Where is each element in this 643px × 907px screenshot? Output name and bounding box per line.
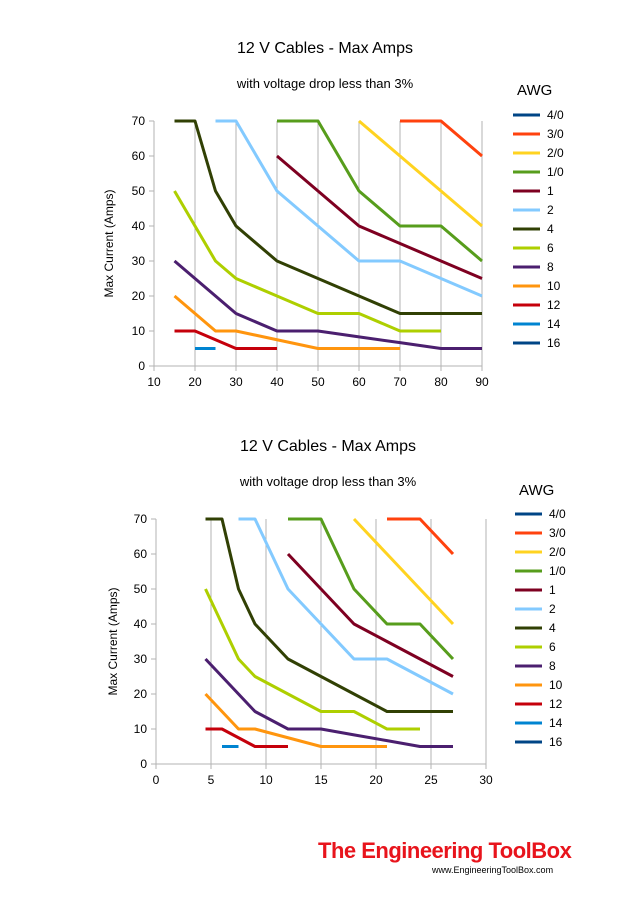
legend-label: 3/0 — [549, 526, 566, 540]
y-tick-label: 10 — [134, 722, 148, 736]
legend-label: 3/0 — [547, 127, 564, 141]
series-line-awg-2-0 — [352, 517, 455, 626]
y-tick-label: 50 — [134, 582, 148, 596]
y-tick-label: 0 — [140, 757, 147, 771]
legend-label: 2 — [549, 602, 556, 616]
y-tick-label: 70 — [132, 114, 146, 128]
x-tick-label: 10 — [147, 375, 161, 389]
x-tick-label: 50 — [311, 375, 325, 389]
chart-feet: 12 V Cables - Max Amps with voltage drop … — [0, 0, 643, 400]
x-tick-label: 30 — [229, 375, 243, 389]
y-tick-label: 0 — [138, 359, 145, 373]
series-line-awg-1 — [276, 154, 483, 280]
y-tick-label: 40 — [134, 617, 148, 631]
x-tick-label: 5 — [208, 773, 215, 787]
legend-label: 8 — [549, 659, 556, 673]
legend-label: 14 — [547, 317, 561, 331]
chart-title: 12 V Cables - Max Amps — [240, 438, 416, 455]
legend-label: 16 — [547, 336, 561, 350]
legend-label: 2/0 — [549, 545, 566, 559]
x-tick-label: 80 — [434, 375, 448, 389]
series-line-awg-1 — [286, 552, 454, 678]
series-line-awg-3-0 — [400, 119, 483, 158]
series-line-awg-10 — [173, 294, 400, 350]
series-line-awg-12 — [174, 329, 277, 350]
y-tick-label: 60 — [134, 547, 148, 561]
legend-label: 12 — [549, 697, 563, 711]
legend-label: 4/0 — [549, 507, 566, 521]
y-tick-label: 60 — [132, 149, 146, 163]
legend-label: 2 — [547, 203, 554, 217]
series-line-awg-8 — [173, 259, 482, 350]
legend-label: 10 — [549, 678, 563, 692]
y-axis-label: Max Current (Amps) — [106, 587, 120, 695]
legend-label: 2/0 — [547, 146, 564, 160]
legend-label: 16 — [549, 735, 563, 749]
x-tick-label: 60 — [352, 375, 366, 389]
brand-logo-text: The Engineering ToolBox — [318, 838, 572, 863]
series-line-awg-4 — [205, 517, 453, 713]
series-line-awg-6 — [173, 190, 441, 333]
legend-label: 4 — [549, 621, 556, 635]
series-line-awg-8 — [204, 657, 453, 748]
legend-label: 6 — [547, 241, 554, 255]
chart-subtitle: with voltage drop less than 3% — [239, 474, 417, 489]
x-tick-label: 70 — [393, 375, 407, 389]
y-tick-label: 50 — [132, 184, 146, 198]
series-line-awg-2 — [238, 517, 454, 696]
legend-label: 8 — [547, 260, 554, 274]
y-tick-label: 10 — [132, 324, 146, 338]
chart-meter: 12 V Cables - Max Amps with voltage drop … — [0, 398, 643, 798]
x-tick-label: 20 — [188, 375, 202, 389]
brand-url: www.EngineeringToolBox.com — [432, 865, 554, 875]
x-tick-label: 90 — [475, 375, 489, 389]
chart-subtitle: with voltage drop less than 3% — [236, 76, 414, 91]
series-line-awg-2-0 — [358, 119, 483, 228]
series-line-awg-3-0 — [387, 517, 455, 556]
x-tick-label: 0 — [153, 773, 160, 787]
y-tick-label: 20 — [134, 687, 148, 701]
y-tick-label: 30 — [134, 652, 148, 666]
series-line-awg-10 — [204, 692, 387, 748]
legend-label: 1/0 — [547, 165, 564, 179]
x-tick-label: 10 — [259, 773, 273, 787]
series-line-awg-4 — [174, 119, 482, 315]
legend-title: AWG — [519, 482, 554, 499]
series-line-awg-1-0 — [288, 517, 455, 661]
y-tick-label: 70 — [134, 512, 148, 526]
series-line-awg-2 — [215, 119, 483, 298]
legend-title: AWG — [517, 82, 552, 99]
legend-label: 4/0 — [547, 108, 564, 122]
legend-label: 6 — [549, 640, 556, 654]
y-tick-label: 30 — [132, 254, 146, 268]
x-tick-label: 30 — [479, 773, 493, 787]
series-line-awg-6 — [204, 588, 420, 731]
legend-label: 14 — [549, 716, 563, 730]
chart-svg: 12 V Cables - Max Amps with voltage drop … — [106, 438, 566, 787]
legend-label: 12 — [547, 298, 561, 312]
series-line-awg-12 — [205, 727, 288, 748]
x-tick-label: 20 — [369, 773, 383, 787]
legend-label: 1 — [549, 583, 556, 597]
y-axis-label: Max Current (Amps) — [102, 189, 116, 297]
y-tick-label: 20 — [132, 289, 146, 303]
chart-svg: 12 V Cables - Max Amps with voltage drop … — [102, 40, 564, 389]
y-tick-label: 40 — [132, 219, 146, 233]
x-tick-label: 25 — [424, 773, 438, 787]
x-tick-label: 15 — [314, 773, 328, 787]
legend-label: 4 — [547, 222, 554, 236]
chart-title: 12 V Cables - Max Amps — [237, 40, 413, 57]
series-line-awg-1-0 — [277, 119, 483, 263]
legend-label: 1/0 — [549, 564, 566, 578]
x-tick-label: 40 — [270, 375, 284, 389]
legend-label: 1 — [547, 184, 554, 198]
legend-label: 10 — [547, 279, 561, 293]
